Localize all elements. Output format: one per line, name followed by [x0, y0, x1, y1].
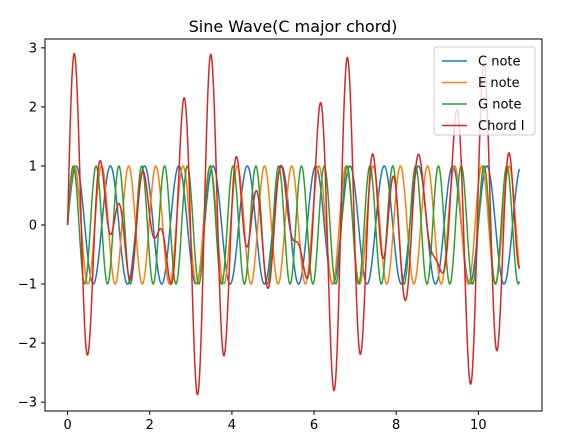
y-tick-label: 2 [29, 100, 37, 115]
y-axis: −3 −2 −1 0 1 2 3 [18, 41, 45, 411]
y-tick-label: −2 [18, 337, 37, 352]
x-axis: 0 2 4 6 8 10 [63, 411, 487, 433]
chart-title: Sine Wave(C major chord) [189, 17, 398, 36]
legend-label-c-note: C note [478, 55, 521, 70]
legend-box [433, 46, 536, 136]
y-tick-label: 3 [29, 41, 37, 56]
y-tick-label: 0 [29, 219, 37, 234]
x-tick-label: 8 [392, 418, 400, 433]
series-line-g-note [66, 165, 521, 285]
y-tick-label: 1 [29, 159, 37, 174]
y-tick-label: −3 [18, 396, 37, 411]
x-tick-label: 10 [470, 418, 487, 433]
x-tick-label: 6 [310, 418, 318, 433]
plot-area [44, 38, 543, 412]
series-line-chord-i [66, 52, 521, 396]
legend: C note E note G note Chord I [433, 46, 536, 136]
legend-label-e-note: E note [478, 76, 520, 91]
x-tick-label: 0 [63, 418, 71, 433]
x-tick-label: 2 [146, 418, 154, 433]
series-lines [66, 52, 521, 396]
x-tick-label: 4 [228, 418, 236, 433]
legend-label-g-note: G note [478, 98, 522, 113]
legend-label-chord-i: Chord I [478, 119, 525, 134]
y-tick-label: −1 [18, 278, 37, 293]
